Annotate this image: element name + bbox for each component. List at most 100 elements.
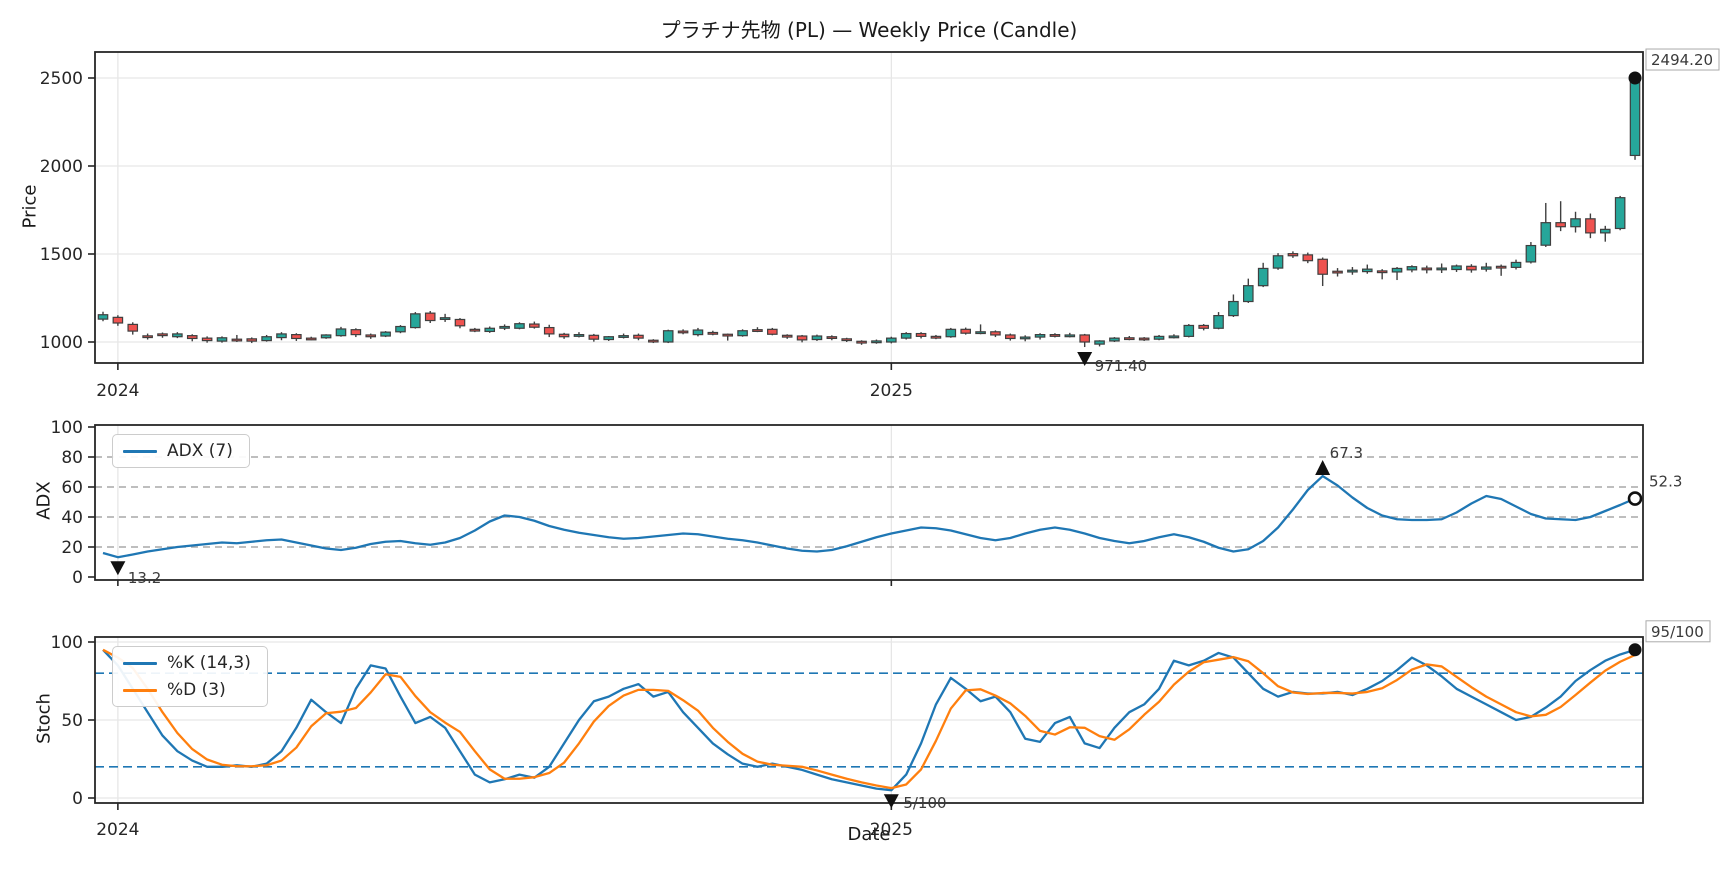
candle-body: [1361, 268, 1373, 273]
candle-body: [246, 338, 258, 342]
candle-body: [1451, 265, 1462, 271]
candle-body: [1034, 334, 1046, 338]
candle-body: [1599, 228, 1611, 234]
candle-body: [1585, 218, 1596, 234]
date-x-axis-label: Date: [847, 824, 891, 845]
candle-body: [305, 337, 317, 341]
adx-ytick-label: 20: [61, 538, 83, 558]
candle-body: [276, 333, 287, 339]
candles-layer: [97, 78, 1641, 348]
adx-panel: 0 20 40 60 80 100: [51, 418, 1644, 588]
legend-line-swatch-icon: [123, 661, 157, 665]
candle-body: [1153, 335, 1165, 340]
candle-body: [1094, 340, 1105, 345]
candle-body: [350, 329, 362, 336]
candle-body: [484, 327, 496, 333]
candle-body: [990, 331, 1001, 336]
candle-body: [291, 334, 302, 340]
peak-marker-triangle-up-icon: [1315, 460, 1331, 476]
candle-body: [1257, 267, 1269, 287]
candle-body: [1228, 300, 1239, 317]
candle-body: [142, 335, 153, 339]
candle-body: [677, 330, 689, 334]
candle-body: [1555, 222, 1566, 228]
candle-body: [1629, 78, 1641, 157]
candle-body: [1376, 270, 1388, 274]
legend-label: %D (3): [167, 680, 226, 700]
stoch-xtick-label: 2025: [870, 820, 913, 840]
last-value-open-marker-icon: [1627, 491, 1643, 506]
candle-body: [900, 332, 912, 339]
candle-body: [856, 340, 867, 344]
candle-body: [871, 340, 882, 344]
candle-body: [1466, 265, 1477, 271]
candle-body: [737, 330, 748, 337]
last-value-marker-icon: [1628, 643, 1642, 657]
stoch-k-line: [102, 648, 1636, 792]
candle-body: [1406, 266, 1418, 271]
candle-body: [707, 331, 719, 335]
adx-ytick-label: 80: [61, 448, 83, 468]
candle-body: [1079, 334, 1090, 343]
candle-body: [1436, 267, 1447, 271]
legend-line-swatch-icon: [123, 688, 157, 692]
candle-body: [1109, 337, 1120, 342]
candle-body: [320, 334, 332, 339]
candle-body: [172, 333, 183, 338]
candle-body: [231, 338, 243, 342]
candle-body: [1213, 315, 1224, 329]
candle-body: [945, 328, 957, 338]
stoch-legend: %K (14,3) %D (3): [112, 646, 268, 707]
candle-body: [529, 323, 540, 328]
stoch-annotation: 95/100: [1628, 620, 1711, 657]
candle-body: [1198, 324, 1209, 329]
candle-body: [216, 337, 228, 342]
stoch-d-line: [102, 648, 1636, 790]
adx-last-annotation-text: 52.3: [1649, 473, 1682, 491]
candle-body: [335, 328, 347, 337]
adx-ytick-label: 0: [72, 568, 83, 588]
legend-label: ADX (7): [167, 441, 233, 461]
candle-body: [1168, 335, 1180, 339]
candle-body: [1049, 334, 1061, 337]
candle-body: [767, 328, 778, 335]
candle-body: [752, 329, 763, 332]
legend-item: ADX (7): [123, 441, 233, 461]
adx-line: [102, 474, 1636, 559]
candle-body: [514, 323, 525, 329]
candle-body: [1317, 258, 1328, 275]
adx-peak-annotation-text: 67.3: [1330, 444, 1363, 462]
candle-body: [558, 333, 570, 338]
price-ytick-label: 2500: [40, 69, 83, 89]
adx-panel-border: [94, 424, 1644, 581]
adx-legend: ADX (7): [112, 434, 250, 468]
stoch-ytick-label: 50: [61, 711, 83, 731]
candle-body: [1242, 285, 1254, 303]
candle-body: [722, 333, 734, 337]
chart-title: プラチナ先物 (PL) — Weekly Price (Candle): [660, 18, 1078, 42]
candle-body: [1391, 267, 1403, 273]
candle-body: [1005, 334, 1016, 340]
candle-body: [157, 333, 168, 337]
candle-body: [915, 332, 927, 337]
high-annotation-text: 2494.20: [1651, 51, 1713, 69]
candle-body: [395, 325, 406, 333]
price-ytick-label: 2000: [40, 157, 83, 177]
candle-body: [1347, 269, 1358, 273]
candle-body: [127, 323, 139, 332]
candle-body: [886, 337, 897, 343]
candle-body: [781, 334, 793, 338]
adx-ytick-label: 100: [51, 418, 83, 438]
adx-annotation: 52.3: [1627, 473, 1682, 506]
candle-body: [1480, 266, 1492, 270]
candle-body: [1183, 324, 1195, 337]
price-xtick-label: 2024: [96, 381, 139, 401]
candle-body: [1138, 337, 1150, 341]
candle-body: [469, 328, 481, 332]
candle-body: [588, 334, 600, 340]
candle-body: [1614, 197, 1626, 230]
candle-body: [365, 334, 377, 338]
candle-body: [1495, 265, 1507, 269]
